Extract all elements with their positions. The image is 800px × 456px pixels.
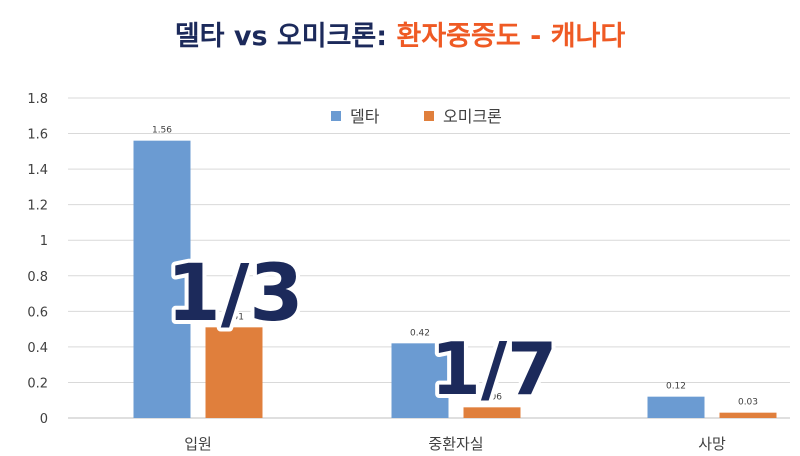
legend-swatch-delta xyxy=(331,111,341,121)
data-label-omicron: 0.03 xyxy=(738,398,758,408)
bars xyxy=(133,140,777,418)
x-axis: 입원 중환자실 사망 xyxy=(184,435,726,453)
bar-delta xyxy=(133,140,191,418)
data-label-delta: 0.42 xyxy=(410,328,430,338)
bar-omicron xyxy=(719,412,777,418)
y-tick-label: 0 xyxy=(40,412,48,427)
y-tick-label: 1.6 xyxy=(27,128,48,143)
bar-omicron xyxy=(463,407,521,418)
legend: 델타 오미크론 xyxy=(331,107,502,126)
legend-label-omicron: 오미크론 xyxy=(443,107,502,126)
y-tick-label: 1.4 xyxy=(27,163,48,178)
data-label-omicron: 0.51 xyxy=(224,312,244,322)
bar-delta xyxy=(647,396,705,418)
y-tick-label: 1.2 xyxy=(27,199,48,214)
annotation-ratio-icu: 1/7 xyxy=(431,327,558,411)
data-label-delta: 1.56 xyxy=(152,126,172,136)
y-tick-label: 0.4 xyxy=(27,341,48,356)
bar-omicron xyxy=(205,327,263,418)
y-tick-label: 1.8 xyxy=(27,92,48,107)
title-part-comparison: 델타 vs 오미크론: xyxy=(174,21,397,52)
data-label-delta: 0.12 xyxy=(666,382,686,392)
x-category-label: 중환자실 xyxy=(428,435,483,453)
data-labels: 1.56 0.51 0.42 0.06 0.12 0.03 xyxy=(152,126,758,408)
title-part-severity: 환자중증도 - xyxy=(396,21,551,52)
legend-swatch-omicron xyxy=(424,111,434,121)
y-tick-label: 0.2 xyxy=(27,376,48,391)
bar-delta xyxy=(391,343,449,418)
chart-title: 델타 vs 오미크론: 환자중증도 - 캐나다 xyxy=(0,14,800,53)
y-axis: 0 0.2 0.4 0.6 0.8 1 1.2 1.4 1.6 1.8 xyxy=(27,92,48,427)
y-tick-label: 0.8 xyxy=(27,270,48,285)
y-tick-label: 0.6 xyxy=(27,305,48,320)
annotation-ratio-hospital: 1/3 xyxy=(166,249,303,339)
x-category-label: 입원 xyxy=(184,435,212,453)
title-part-country: 캐나다 xyxy=(550,21,626,52)
y-tick-label: 1 xyxy=(40,234,48,249)
legend-label-delta: 델타 xyxy=(350,107,380,126)
data-label-omicron: 0.06 xyxy=(482,392,502,402)
x-category-label: 사망 xyxy=(698,435,726,453)
